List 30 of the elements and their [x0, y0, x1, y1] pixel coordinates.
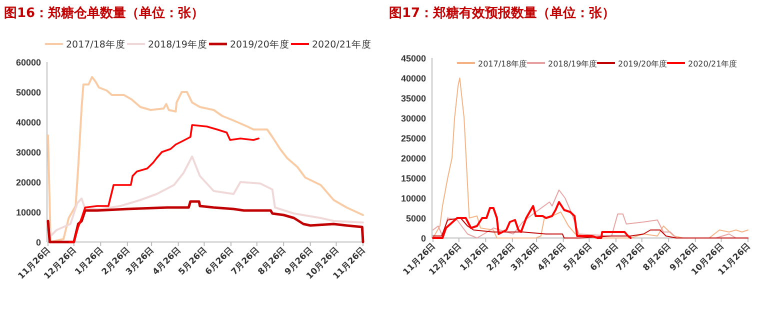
legend-label: 2020/21年度 [312, 38, 372, 50]
y-tick-label: 20000 [16, 178, 41, 188]
y-tick-label: 40000 [400, 74, 426, 84]
y-tick-label: 0 [36, 238, 41, 248]
y-tick-label: 10000 [400, 194, 426, 204]
y-tick-label: 30000 [400, 114, 426, 124]
legend-label: 2017/18年度 [478, 60, 528, 68]
legend-label: 2018/19年度 [148, 38, 208, 50]
y-tick-label: 15000 [400, 174, 426, 184]
line-series [47, 156, 364, 237]
legend-label: 2020/21年度 [688, 60, 738, 68]
legend-label: 2018/19年度 [548, 60, 598, 68]
y-tick-label: 45000 [400, 54, 426, 64]
y-tick-label: 60000 [16, 58, 41, 68]
y-tick-label: 50000 [16, 88, 41, 98]
y-tick-label: 20000 [400, 154, 426, 164]
y-tick-label: 10000 [16, 208, 41, 218]
y-tick-label: 30000 [16, 148, 41, 158]
y-tick-label: 40000 [16, 118, 41, 128]
y-tick-label: 35000 [400, 94, 426, 104]
y-tick-label: 5000 [406, 214, 426, 224]
y-tick-label: 25000 [400, 134, 426, 144]
chart-title: 图17：郑糖有效预报数量（单位：张） [389, 5, 616, 21]
line-series [432, 201, 632, 239]
chart-title: 图16：郑糖仓单数量（单位：张） [4, 5, 204, 21]
y-tick-label: 0 [420, 234, 426, 244]
legend-label: 2019/20年度 [618, 60, 668, 68]
legend-label: 2017/18年度 [66, 38, 126, 50]
line-series [68, 124, 260, 243]
legend-label: 2019/20年度 [230, 38, 290, 50]
